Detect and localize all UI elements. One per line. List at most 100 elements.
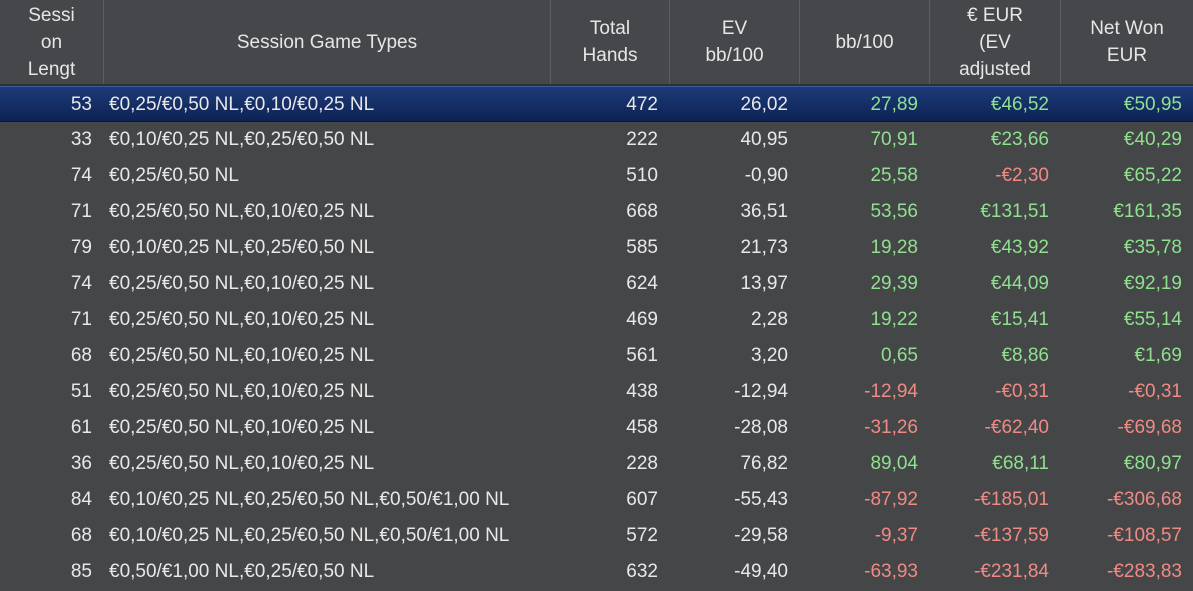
column-header-evadj[interactable]: € EUR (EV adjusted (930, 0, 1061, 84)
cell-hands: 632 (626, 561, 658, 582)
cell-evadj: €43,92 (990, 237, 1049, 258)
cell-net: -€306,68 (1106, 489, 1182, 510)
cell-ev: -28,08 (734, 417, 788, 438)
cell-types: €0,10/€0,25 NL,€0,25/€0,50 NL (109, 129, 375, 150)
table-row-selected[interactable]: 53 €0,25/€0,50 NL,€0,10/€0,25 NL 472 26,02 2… (0, 86, 1193, 122)
cell-net: €161,35 (1113, 201, 1182, 222)
column-header-length[interactable]: Sessi on Lengt (0, 0, 104, 84)
cell-types: €0,25/€0,50 NL,€0,10/€0,25 NL (109, 201, 375, 222)
table-row[interactable]: 61 €0,25/€0,50 NL,€0,10/€0,25 NL 458 -28,08… (0, 410, 1193, 446)
cell-hands: 624 (626, 273, 658, 294)
cell-types: €0,25/€0,50 NL (109, 165, 239, 186)
cell-ev: 76,82 (740, 453, 788, 474)
cell-types: €0,10/€0,25 NL,€0,25/€0,50 NL,€0,50/€1,0… (109, 525, 510, 546)
cell-net: €55,14 (1123, 309, 1182, 330)
cell-length: 71 (70, 201, 92, 222)
cell-evadj: -€137,59 (973, 525, 1049, 546)
cell-hands: 510 (626, 165, 658, 186)
cell-types: €0,25/€0,50 NL,€0,10/€0,25 NL (109, 381, 375, 402)
table-row[interactable]: 71 €0,25/€0,50 NL,€0,10/€0,25 NL 469 2,28 19… (0, 302, 1193, 338)
cell-evadj: €68,11 (992, 453, 1049, 474)
table-header: Sessi on Lengt Session Game Types Total Ha… (0, 0, 1193, 86)
table-row[interactable]: 33 €0,10/€0,25 NL,€0,25/€0,50 NL 222 40,95 7… (0, 122, 1193, 158)
cell-bb: -31,26 (864, 417, 918, 438)
cell-length: 74 (70, 273, 92, 294)
table-row[interactable]: 36 €0,25/€0,50 NL,€0,10/€0,25 NL 228 76,82 8… (0, 446, 1193, 482)
cell-types: €0,25/€0,50 NL,€0,10/€0,25 NL (109, 273, 375, 294)
cell-hands: 472 (626, 94, 658, 115)
cell-evadj: €44,09 (990, 273, 1049, 294)
cell-hands: 572 (626, 525, 658, 546)
cell-net: €1,69 (1134, 345, 1182, 366)
cell-length: 68 (70, 345, 92, 366)
cell-bb: -12,94 (864, 381, 918, 402)
cell-evadj: €8,86 (1001, 345, 1049, 366)
table-row[interactable]: 85 €0,50/€1,00 NL,€0,25/€0,50 NL 632 -49,40… (0, 554, 1193, 590)
cell-evadj: €46,52 (990, 94, 1049, 115)
cell-net: €92,19 (1123, 273, 1182, 294)
cell-length: 84 (70, 489, 92, 510)
cell-length: 71 (70, 309, 92, 330)
cell-bb: 19,22 (870, 309, 918, 330)
cell-length: 51 (70, 381, 92, 402)
cell-hands: 469 (626, 309, 658, 330)
cell-ev: 3,20 (751, 345, 788, 366)
cell-net: €40,29 (1123, 129, 1182, 150)
cell-bb: 70,91 (870, 129, 918, 150)
cell-hands: 438 (626, 381, 658, 402)
cell-hands: 607 (626, 489, 658, 510)
column-header-hands[interactable]: Total Hands (551, 0, 670, 84)
cell-hands: 458 (626, 417, 658, 438)
table-row[interactable]: 74 €0,25/€0,50 NL,€0,10/€0,25 NL 624 13,97 2… (0, 266, 1193, 302)
cell-ev: 13,97 (740, 273, 788, 294)
table-row[interactable]: 51 €0,25/€0,50 NL,€0,10/€0,25 NL 438 -12,94… (0, 374, 1193, 410)
column-header-ev[interactable]: EV bb/100 (670, 0, 800, 84)
cell-net: -€108,57 (1106, 525, 1182, 546)
cell-net: €65,22 (1123, 165, 1182, 186)
cell-hands: 228 (626, 453, 658, 474)
cell-bb: 29,39 (870, 273, 918, 294)
column-header-bb[interactable]: bb/100 (800, 0, 930, 84)
cell-ev: 2,28 (751, 309, 788, 330)
cell-types: €0,50/€1,00 NL,€0,25/€0,50 NL (109, 561, 375, 582)
table-row[interactable]: 71 €0,25/€0,50 NL,€0,10/€0,25 NL 668 36,51 5… (0, 194, 1193, 230)
cell-ev: 21,73 (740, 237, 788, 258)
column-header-types[interactable]: Session Game Types (104, 0, 551, 84)
cell-length: 36 (70, 453, 92, 474)
cell-bb: -63,93 (864, 561, 918, 582)
cell-evadj: -€185,01 (973, 489, 1049, 510)
cell-ev: -29,58 (734, 525, 788, 546)
cell-evadj: €23,66 (990, 129, 1049, 150)
cell-length: 61 (70, 417, 92, 438)
table-row[interactable]: 74 €0,25/€0,50 NL 510 -0,90 25,58 -€2,30 €65,2… (0, 158, 1193, 194)
cell-length: 53 (70, 94, 92, 115)
cell-types: €0,25/€0,50 NL,€0,10/€0,25 NL (109, 453, 375, 474)
column-header-net[interactable]: Net Won EUR (1090, 18, 1164, 66)
cell-types: €0,25/€0,50 NL,€0,10/€0,25 NL (109, 345, 375, 366)
table-row[interactable]: 68 €0,25/€0,50 NL,€0,10/€0,25 NL 561 3,20 0,… (0, 338, 1193, 374)
cell-types: €0,25/€0,50 NL,€0,10/€0,25 NL (109, 94, 375, 115)
cell-evadj: €15,41 (990, 309, 1049, 330)
cell-hands: 585 (626, 237, 658, 258)
cell-net: -€283,83 (1106, 561, 1182, 582)
cell-ev: -0,90 (744, 165, 788, 186)
cell-bb: 0,65 (881, 345, 918, 366)
cell-bb: -9,37 (874, 525, 918, 546)
cell-evadj: -€231,84 (973, 561, 1049, 582)
cell-ev: -55,43 (734, 489, 788, 510)
cell-bb: -87,92 (864, 489, 918, 510)
table-row[interactable]: 84 €0,10/€0,25 NL,€0,25/€0,50 NL,€0,50/€1… (0, 482, 1193, 518)
cell-length: 74 (70, 165, 92, 186)
cell-bb: 27,89 (870, 94, 918, 115)
cell-net: €50,95 (1123, 94, 1182, 115)
cell-length: 33 (70, 129, 92, 150)
table-row[interactable]: 68 €0,10/€0,25 NL,€0,25/€0,50 NL,€0,50/€1… (0, 518, 1193, 554)
cell-bb: 25,58 (870, 165, 918, 186)
cell-types: €0,25/€0,50 NL,€0,10/€0,25 NL (109, 417, 375, 438)
cell-net: -€0,31 (1128, 381, 1182, 402)
cell-types: €0,10/€0,25 NL,€0,25/€0,50 NL,€0,50/€1,0… (109, 489, 510, 510)
table-row[interactable]: 79 €0,10/€0,25 NL,€0,25/€0,50 NL 585 21,73 1… (0, 230, 1193, 266)
cell-ev: 40,95 (740, 129, 788, 150)
cell-hands: 668 (626, 201, 658, 222)
